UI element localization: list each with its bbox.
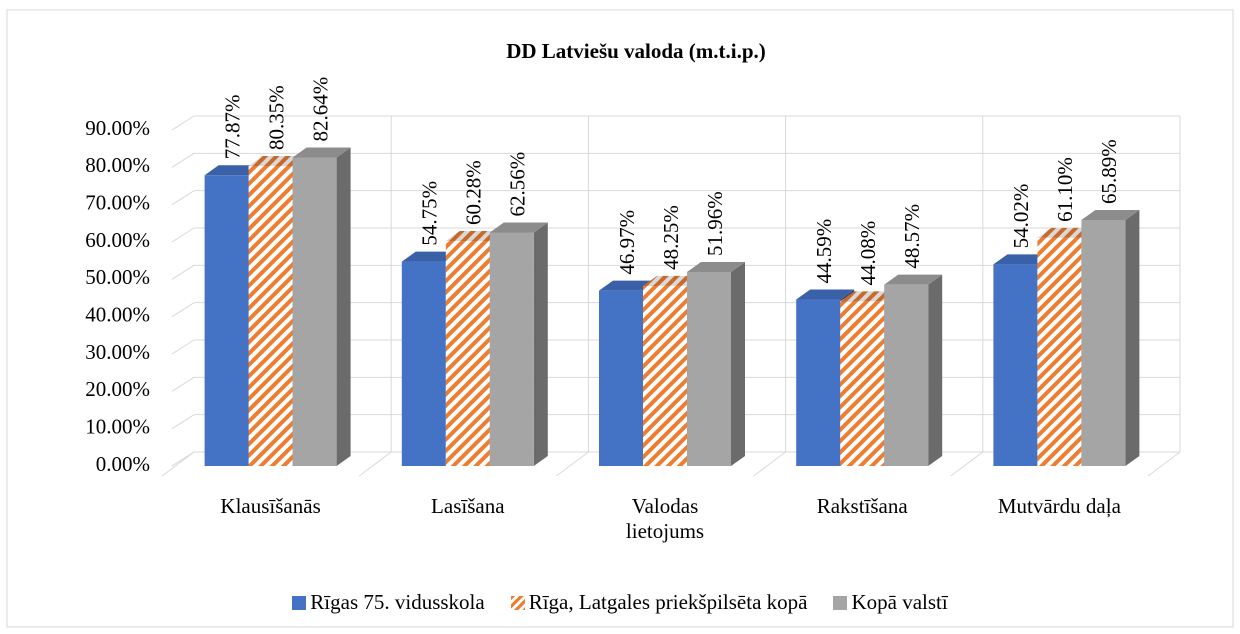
bar <box>884 284 929 466</box>
bar <box>248 166 293 466</box>
bar-side <box>336 147 351 466</box>
bar <box>489 232 534 466</box>
grid-line-side <box>171 376 195 392</box>
bar-top <box>445 230 504 241</box>
data-label: 48.25% <box>659 205 683 270</box>
legend-swatch <box>833 595 848 610</box>
data-label: 82.64% <box>308 77 332 142</box>
data-label: 77.87% <box>220 95 244 160</box>
bar-top <box>248 156 307 167</box>
x-tick-label: Valodas lietojums <box>625 494 705 543</box>
data-label: 60.28% <box>462 160 486 225</box>
floor-divider <box>556 451 589 477</box>
legend-label: Rīgas 75. vidusskola <box>310 590 485 614</box>
grid-line-side <box>171 152 195 168</box>
bar-top <box>1037 227 1096 238</box>
bar <box>796 299 841 466</box>
legend-item: Kopā valstī <box>833 590 948 615</box>
y-tick-label: 90.00% <box>85 116 150 140</box>
data-label: 44.59% <box>812 219 836 284</box>
x-tick-label: Lasīšana <box>431 494 505 518</box>
y-tick-label: 80.00% <box>85 153 150 177</box>
floor-divider <box>1147 451 1181 477</box>
bar-top <box>489 222 548 233</box>
bar-top <box>204 165 263 176</box>
bar <box>401 261 446 466</box>
bar-side <box>731 262 745 466</box>
legend-swatch <box>292 595 307 610</box>
bar-side <box>1125 210 1140 466</box>
bar <box>204 175 249 466</box>
y-tick-label: 20.00% <box>85 377 150 401</box>
bar <box>292 157 337 466</box>
data-label: 46.97% <box>615 210 639 275</box>
y-tick-label: 70.00% <box>85 190 150 214</box>
legend-swatch <box>510 595 525 610</box>
data-label: 48.57% <box>900 204 924 269</box>
bar <box>643 285 687 466</box>
bar-top <box>796 289 855 300</box>
data-label: 54.02% <box>1009 184 1033 249</box>
floor-divider <box>358 451 392 477</box>
chart-title: DD Latviešu valoda (m.t.i.p.) <box>506 39 766 63</box>
x-tick-label: Klausīšanās <box>220 494 321 518</box>
bar-side <box>928 274 943 466</box>
data-label: 61.10% <box>1053 157 1077 222</box>
data-label: 51.96% <box>703 191 727 256</box>
data-label: 54.75% <box>418 181 442 246</box>
legend: Rīgas 75. vidusskola Rīga, Latgales priek… <box>0 590 1240 615</box>
bar <box>1081 220 1126 466</box>
bar <box>687 272 731 466</box>
grid-line-side <box>171 115 195 131</box>
y-tick-label: 60.00% <box>85 228 150 252</box>
bar-top <box>840 291 899 302</box>
bar-top <box>643 275 701 286</box>
bar-top <box>993 254 1052 265</box>
legend-label: Kopā valstī <box>851 590 948 614</box>
bar-top <box>1081 210 1140 221</box>
bar <box>993 264 1038 466</box>
data-label: 65.89% <box>1097 139 1121 204</box>
bar-top <box>292 147 351 158</box>
legend-item: Rīgas 75. vidusskola <box>292 590 485 615</box>
floor-divider <box>753 451 786 477</box>
grid-line-side <box>171 414 195 430</box>
data-label: 44.08% <box>856 221 880 286</box>
bar-side <box>533 222 548 466</box>
bar <box>1037 237 1082 466</box>
bar <box>599 290 643 466</box>
bar-top <box>884 274 943 285</box>
x-tick-label: Mutvārdu daļa <box>997 494 1121 518</box>
bar-top <box>599 280 657 291</box>
floor-divider <box>161 451 195 477</box>
y-tick-label: 0.00% <box>96 452 150 476</box>
bar <box>840 301 885 466</box>
legend-label: Rīga, Latgales priekšpilsēta kopā <box>528 590 808 614</box>
y-tick-label: 40.00% <box>85 302 150 326</box>
y-tick-label: 50.00% <box>85 265 150 289</box>
grid-line-side <box>171 190 195 206</box>
grid-line-side <box>171 302 195 318</box>
data-label: 80.35% <box>264 85 288 150</box>
bar-top <box>687 262 745 273</box>
grid-line-side <box>171 264 195 280</box>
grid-line-side <box>171 227 195 243</box>
bar <box>445 240 490 466</box>
floor-divider <box>950 451 984 477</box>
y-tick-label: 30.00% <box>85 340 150 364</box>
bar-top <box>401 251 460 262</box>
y-tick-label: 10.00% <box>85 414 150 438</box>
legend-item: Rīga, Latgales priekšpilsēta kopā <box>510 590 808 615</box>
grid-line-side <box>171 339 195 355</box>
data-label: 62.56% <box>506 152 530 217</box>
x-tick-label: Rakstīšana <box>816 494 908 518</box>
